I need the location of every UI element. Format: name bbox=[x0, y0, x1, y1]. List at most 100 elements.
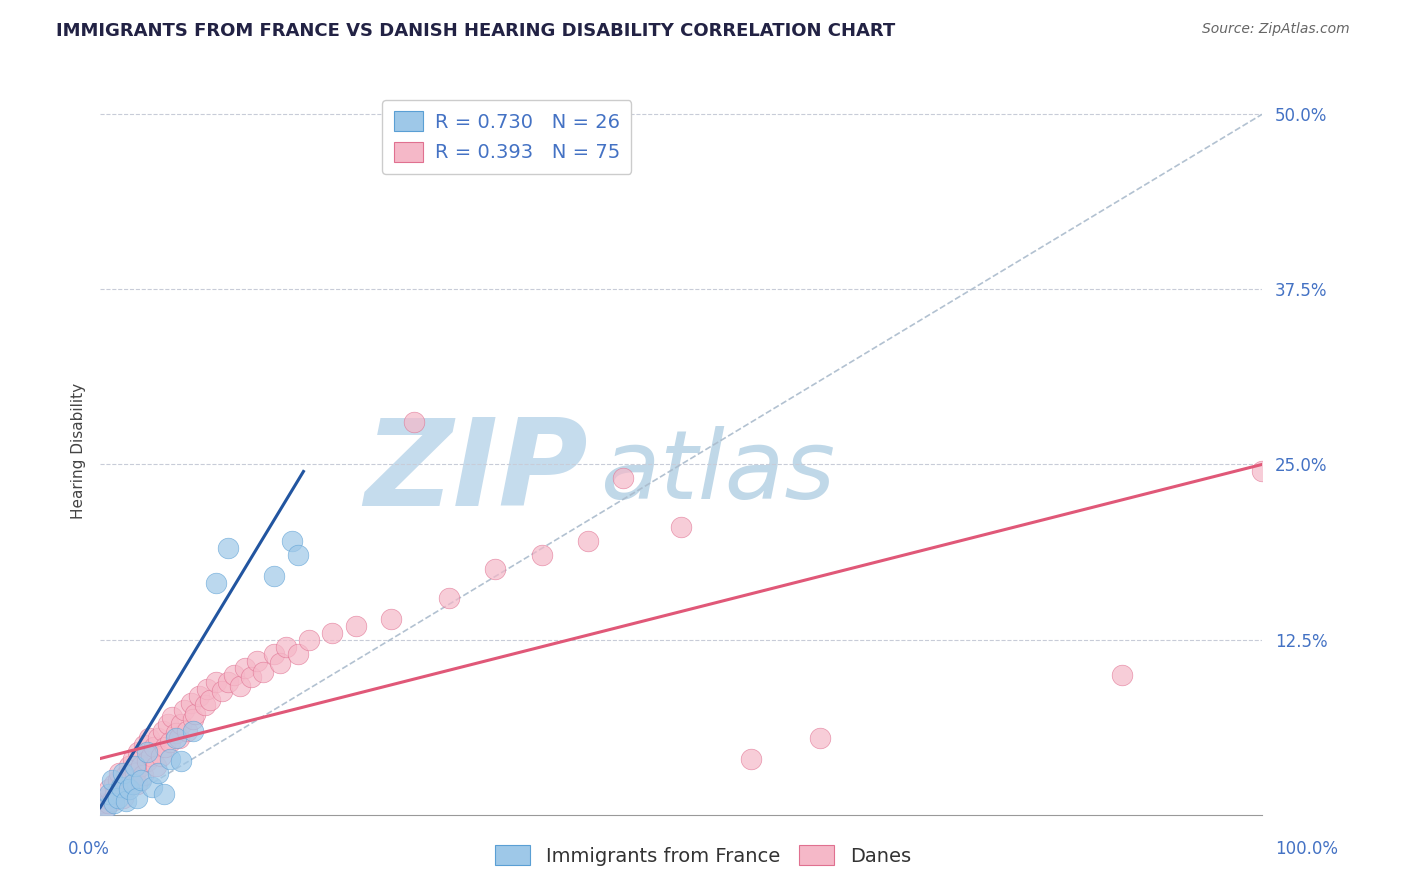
Point bbox=[1251, 465, 1274, 479]
Point bbox=[142, 740, 165, 755]
Point bbox=[184, 706, 207, 721]
Point bbox=[107, 765, 129, 780]
Point bbox=[228, 679, 250, 693]
Point bbox=[98, 782, 121, 797]
Point bbox=[344, 618, 367, 632]
Point bbox=[181, 723, 204, 738]
Point bbox=[94, 800, 117, 814]
Point bbox=[194, 698, 217, 713]
Point bbox=[200, 692, 222, 706]
Point bbox=[195, 681, 218, 696]
Point bbox=[263, 647, 285, 661]
Point bbox=[141, 780, 163, 794]
Point bbox=[437, 591, 460, 605]
Point bbox=[235, 660, 257, 674]
Point bbox=[134, 738, 156, 752]
Point bbox=[118, 758, 141, 772]
Text: atlas: atlas bbox=[600, 425, 835, 519]
Point bbox=[100, 772, 122, 787]
Point bbox=[110, 782, 132, 797]
Point bbox=[810, 731, 832, 745]
Point bbox=[287, 647, 309, 661]
Point bbox=[165, 731, 187, 745]
Point bbox=[187, 689, 209, 703]
Point bbox=[181, 712, 204, 726]
Point bbox=[287, 549, 309, 563]
Point bbox=[110, 780, 132, 794]
Point bbox=[252, 665, 274, 679]
Point bbox=[135, 755, 157, 769]
Point bbox=[114, 793, 136, 807]
Point bbox=[127, 745, 149, 759]
Point bbox=[107, 772, 129, 787]
Point bbox=[159, 751, 181, 765]
Point bbox=[103, 797, 125, 811]
Point bbox=[148, 765, 170, 780]
Y-axis label: Hearing Disability: Hearing Disability bbox=[72, 383, 86, 518]
Text: Source: ZipAtlas.com: Source: ZipAtlas.com bbox=[1202, 22, 1350, 37]
Point bbox=[176, 723, 198, 738]
Point bbox=[205, 674, 228, 689]
Point bbox=[127, 790, 149, 805]
Point bbox=[129, 758, 152, 772]
Point bbox=[124, 758, 146, 772]
Point bbox=[530, 549, 553, 563]
Point bbox=[274, 640, 297, 654]
Point bbox=[576, 534, 599, 549]
Point bbox=[121, 751, 143, 765]
Point bbox=[132, 768, 155, 782]
Point bbox=[281, 534, 304, 549]
Point bbox=[156, 716, 179, 731]
Legend: Immigrants from France, Danes: Immigrants from France, Danes bbox=[488, 838, 918, 873]
Point bbox=[118, 782, 141, 797]
Point bbox=[149, 748, 172, 763]
Point bbox=[1111, 667, 1133, 681]
Point bbox=[153, 740, 176, 755]
Point bbox=[263, 569, 285, 583]
Point bbox=[167, 731, 190, 745]
Point bbox=[160, 709, 183, 723]
Point bbox=[114, 768, 136, 782]
Point bbox=[211, 684, 233, 698]
Point bbox=[298, 632, 321, 647]
Point bbox=[159, 735, 181, 749]
Point bbox=[148, 731, 170, 745]
Point bbox=[165, 726, 187, 740]
Point bbox=[145, 758, 167, 772]
Point bbox=[380, 611, 402, 625]
Text: 100.0%: 100.0% bbox=[1275, 840, 1339, 858]
Point bbox=[170, 716, 193, 731]
Point bbox=[112, 790, 135, 805]
Point bbox=[91, 797, 114, 811]
Point bbox=[173, 702, 195, 716]
Text: 0.0%: 0.0% bbox=[67, 840, 110, 858]
Point bbox=[153, 787, 176, 801]
Point bbox=[246, 653, 269, 667]
Point bbox=[240, 670, 263, 684]
Point bbox=[269, 657, 291, 671]
Point bbox=[141, 748, 163, 763]
Point bbox=[94, 800, 117, 814]
Point bbox=[402, 416, 425, 430]
Point bbox=[121, 777, 143, 791]
Point bbox=[222, 667, 245, 681]
Point bbox=[152, 723, 174, 738]
Point bbox=[129, 772, 152, 787]
Point bbox=[107, 790, 129, 805]
Point bbox=[669, 520, 692, 534]
Point bbox=[124, 765, 146, 780]
Point bbox=[100, 793, 122, 807]
Point bbox=[217, 674, 239, 689]
Point bbox=[205, 576, 228, 591]
Legend: R = 0.730   N = 26, R = 0.393   N = 75: R = 0.730 N = 26, R = 0.393 N = 75 bbox=[382, 100, 631, 174]
Point bbox=[484, 562, 506, 576]
Point bbox=[135, 745, 157, 759]
Point bbox=[321, 625, 343, 640]
Text: IMMIGRANTS FROM FRANCE VS DANISH HEARING DISABILITY CORRELATION CHART: IMMIGRANTS FROM FRANCE VS DANISH HEARING… bbox=[56, 22, 896, 40]
Point bbox=[112, 765, 135, 780]
Point bbox=[104, 787, 127, 801]
Point bbox=[97, 797, 120, 811]
Point bbox=[612, 471, 634, 485]
Point bbox=[170, 755, 193, 769]
Point bbox=[740, 751, 762, 765]
